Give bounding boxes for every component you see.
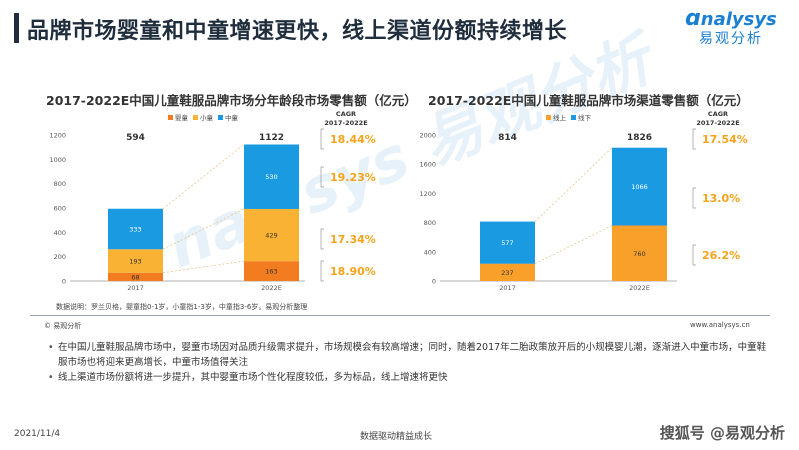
cagr-bracket bbox=[692, 128, 696, 150]
bar-total-label: 594 bbox=[126, 133, 145, 143]
cagr-subheader: 2017-2022E bbox=[324, 119, 367, 127]
bar-value-label: 163 bbox=[265, 268, 277, 276]
y-tick-label: 1200 bbox=[419, 190, 436, 198]
bullet-item: 线上渠道市场份额将进一步提升，其中婴童市场个性化程度较低，多为标品，线上增速将更… bbox=[48, 370, 768, 385]
bar-value-label: 237 bbox=[501, 269, 513, 277]
legend-label: 婴童 bbox=[175, 113, 189, 122]
x-tick-label: 2017 bbox=[499, 284, 516, 292]
cagr-bracket bbox=[692, 244, 696, 266]
cagr-value: 13.0% bbox=[702, 192, 740, 205]
connector-line bbox=[162, 144, 245, 210]
data-note: 数据说明：罗兰贝格，婴童指0-1岁，小童指1-3岁，中童指3-6岁，易观分析整理 bbox=[56, 303, 308, 311]
legend-swatch bbox=[193, 115, 198, 120]
cagr-subheader: 2017-2022E bbox=[696, 119, 739, 127]
cagr-bracket bbox=[692, 187, 696, 209]
legend-label: 中童 bbox=[225, 113, 239, 122]
x-tick-label: 2017 bbox=[127, 284, 144, 292]
title-accent-bar bbox=[14, 13, 19, 43]
y-tick-label: 0 bbox=[62, 278, 66, 286]
bullet-item: 在中国儿童鞋服品牌市场中，婴童市场因对品质升级需求提升，市场规模会有较高增速；同… bbox=[48, 340, 768, 370]
bar-value-label: 530 bbox=[265, 173, 277, 181]
cagr-header: CAGR bbox=[336, 110, 356, 118]
y-tick-label: 2000 bbox=[419, 132, 436, 140]
bar-segment bbox=[612, 225, 667, 281]
y-tick-label: 800 bbox=[424, 219, 436, 227]
bar-segment bbox=[108, 249, 163, 273]
y-tick-label: 1600 bbox=[419, 161, 436, 169]
cagr-bracket bbox=[320, 166, 324, 188]
bar-value-label: 577 bbox=[501, 239, 513, 247]
cagr-value: 18.90% bbox=[330, 265, 376, 278]
bar-segment bbox=[108, 208, 163, 250]
y-tick-label: 200 bbox=[54, 253, 66, 261]
legend-swatch bbox=[218, 115, 223, 120]
chart1-title: 2017-2022E中国儿童鞋服品牌市场分年龄段市场零售额（亿元） bbox=[46, 93, 417, 108]
bar-value-label: 1066 bbox=[631, 183, 648, 191]
copyright-note: © 易观分析 bbox=[44, 322, 82, 330]
bar-total-label: 814 bbox=[498, 133, 517, 143]
y-tick-label: 600 bbox=[54, 205, 66, 213]
bar-segment bbox=[244, 144, 299, 209]
cagr-value: 26.2% bbox=[702, 249, 740, 262]
connector-line bbox=[534, 225, 613, 265]
source-watermark: 搜狐号 @易观分析 bbox=[659, 424, 785, 442]
chart1-svg: 0 200 400 600 800 1000 1200 婴童 小童 中童 68 193 333 594 20… bbox=[49, 110, 376, 292]
bar-segment bbox=[480, 221, 535, 264]
cagr-bracket bbox=[320, 128, 324, 150]
bar-total-label: 1826 bbox=[627, 133, 652, 143]
bar-value-label: 333 bbox=[129, 225, 141, 233]
bar-value-label: 193 bbox=[129, 257, 141, 265]
cagr-value: 18.44% bbox=[330, 133, 376, 146]
footer-slogan: 数据驱动精益成长 bbox=[360, 432, 433, 442]
x-tick-label: 2022E bbox=[261, 284, 282, 292]
bullet-list: 在中国儿童鞋服品牌市场中，婴童市场因对品质升级需求提升，市场规模会有较高增速；同… bbox=[48, 340, 768, 385]
y-tick-label: 400 bbox=[424, 248, 436, 256]
bar-segment bbox=[480, 263, 535, 281]
logo-wordmark: ɑnalysys bbox=[685, 6, 777, 31]
y-tick-label: 1000 bbox=[49, 156, 66, 164]
connector-line bbox=[162, 260, 245, 274]
bar-value-label: 429 bbox=[265, 232, 277, 240]
bar-value-label: 68 bbox=[131, 273, 139, 281]
cagr-bracket bbox=[320, 228, 324, 250]
cagr-header: CAGR bbox=[708, 110, 728, 118]
legend-label: 线上 bbox=[553, 113, 567, 122]
y-tick-label: 0 bbox=[432, 278, 436, 286]
y-tick-label: 400 bbox=[54, 229, 66, 237]
y-tick-label: 800 bbox=[54, 180, 66, 188]
footer-date: 2021/11/4 bbox=[14, 429, 61, 439]
legend-label: 小童 bbox=[200, 113, 214, 122]
bar-total-label: 1122 bbox=[259, 133, 284, 143]
page-title: 品牌市场婴童和中童增速更快，线上渠道份额持续增长 bbox=[27, 19, 568, 44]
bar-segment bbox=[108, 272, 163, 281]
bar-segment bbox=[612, 147, 667, 226]
website-note: www.analysys.cn bbox=[690, 321, 750, 329]
legend-swatch bbox=[571, 115, 576, 120]
bar-segment bbox=[244, 261, 299, 281]
legend-swatch bbox=[168, 115, 173, 120]
logo-chinese: 易观分析 bbox=[699, 31, 763, 47]
cagr-value: 19.23% bbox=[330, 171, 376, 184]
cagr-bracket bbox=[320, 260, 324, 282]
bar-segment bbox=[244, 208, 299, 262]
chart2-title: 2017-2022E中国儿童鞋服品牌市场渠道零售额（亿元） bbox=[428, 93, 749, 108]
bar-value-label: 760 bbox=[633, 250, 645, 258]
chart2-svg: 0 400 800 1200 1600 2000 线上 线下 237 577 814 2017 760 1… bbox=[419, 110, 748, 292]
y-tick-label: 1200 bbox=[49, 132, 66, 140]
notes-divider bbox=[30, 315, 770, 316]
legend-swatch bbox=[546, 115, 551, 120]
cagr-value: 17.34% bbox=[330, 233, 376, 246]
connector-line bbox=[534, 147, 613, 222]
cagr-value: 17.54% bbox=[702, 133, 748, 146]
legend-label: 线下 bbox=[578, 113, 592, 122]
analysys-logo: ɑnalysys 易观分析 bbox=[685, 6, 785, 50]
x-tick-label: 2022E bbox=[629, 284, 650, 292]
connector-line bbox=[162, 208, 245, 250]
